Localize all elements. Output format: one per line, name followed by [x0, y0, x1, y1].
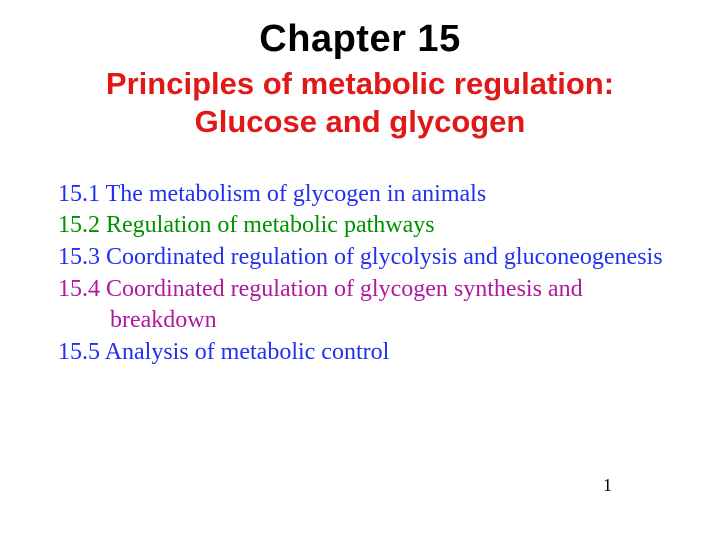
section-item: 15.2 Regulation of metabolic pathways [58, 210, 680, 242]
section-text: Analysis of metabolic control [105, 339, 390, 365]
section-number: 15.2 [58, 212, 100, 238]
page-number: 1 [603, 475, 612, 496]
subtitle-line-2: Glucose and glycogen [195, 104, 526, 139]
slide: Chapter 15 Principles of metabolic regul… [0, 0, 720, 540]
section-list: 15.1 The metabolism of glycogen in anima… [30, 179, 690, 369]
section-item: 15.4 Coordinated regulation of glycogen … [58, 274, 680, 337]
section-item: 15.5 Analysis of metabolic control [58, 337, 680, 369]
section-item: 15.1 The metabolism of glycogen in anima… [58, 179, 680, 211]
section-item: 15.3 Coordinated regulation of glycolysi… [58, 242, 680, 274]
section-number: 15.1 [58, 181, 100, 207]
chapter-subtitle: Principles of metabolic regulation: Gluc… [30, 65, 690, 141]
section-text: The metabolism of glycogen in animals [106, 181, 487, 207]
section-text: Regulation of metabolic pathways [106, 212, 435, 238]
section-number: 15.5 [58, 339, 100, 365]
section-number: 15.4 [58, 276, 100, 302]
section-number: 15.3 [58, 244, 100, 270]
section-text: Coordinated regulation of glycogen synth… [106, 276, 583, 334]
chapter-heading: Chapter 15 [30, 18, 690, 61]
section-text: Coordinated regulation of glycolysis and… [106, 244, 663, 270]
subtitle-line-1: Principles of metabolic regulation: [106, 66, 614, 101]
